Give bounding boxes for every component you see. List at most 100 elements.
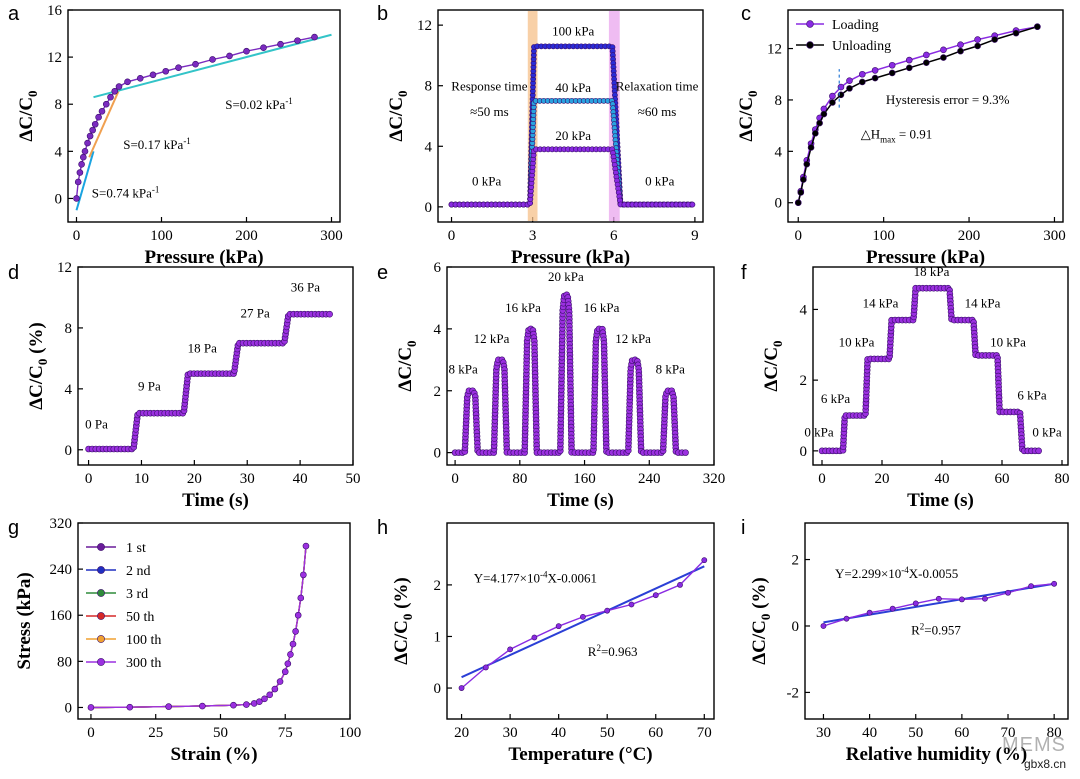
fit-label-tail: X-0.0061 bbox=[548, 570, 597, 585]
hysteresis-point bbox=[957, 47, 964, 55]
data-point bbox=[555, 623, 562, 630]
legend-marker bbox=[97, 543, 105, 551]
x-tick-label: 6 bbox=[610, 228, 618, 244]
y-tick-label: 0 bbox=[55, 191, 63, 207]
stress-curve bbox=[90, 546, 307, 709]
response-label: 40 kPa bbox=[555, 80, 591, 95]
hysteresis-point bbox=[991, 36, 998, 43]
fit-label: R2=0.957 bbox=[911, 621, 961, 637]
data-point bbox=[889, 605, 896, 612]
data-point bbox=[209, 56, 216, 63]
data-point bbox=[81, 148, 89, 155]
y-tick-label: 0 bbox=[800, 444, 808, 460]
data-point bbox=[604, 607, 611, 614]
panel-letter: c bbox=[741, 3, 751, 25]
y-axis-title-rest: (%) bbox=[749, 577, 770, 613]
x-tick-label: 300 bbox=[1043, 228, 1066, 244]
y-tick-label: 0 bbox=[434, 446, 442, 462]
legend-label: 3 rd bbox=[126, 587, 148, 602]
y-axis-title-sub: 0 bbox=[758, 614, 773, 621]
panel-letter: a bbox=[8, 3, 20, 25]
pulse-label: 12 kPa bbox=[474, 331, 510, 346]
data-point bbox=[652, 592, 659, 599]
x-axis-title: Time (s) bbox=[547, 490, 614, 511]
stress-point bbox=[292, 628, 299, 635]
data-point bbox=[701, 557, 708, 564]
x-tick-label: 0 bbox=[818, 471, 826, 487]
y-tick-label: 12 bbox=[47, 50, 62, 66]
plot-frame bbox=[437, 9, 704, 223]
step-label: 0 kPa bbox=[804, 425, 833, 440]
y-tick-label: 160 bbox=[50, 608, 73, 624]
stress-point bbox=[276, 678, 284, 685]
x-tick-label: 100 bbox=[872, 228, 895, 244]
y-axis-title: ΔC/C0 (%) bbox=[26, 322, 50, 410]
stress-point bbox=[230, 701, 237, 709]
fit-label-sup: -4 bbox=[901, 565, 909, 575]
y-tick-label: 12 bbox=[417, 18, 432, 34]
response-label: 0 kPa bbox=[645, 174, 674, 189]
data-line bbox=[823, 583, 1055, 627]
fit-label-tail: =0.963 bbox=[601, 644, 638, 659]
stress-point bbox=[302, 542, 310, 550]
x-tick-label: 40 bbox=[862, 725, 877, 741]
y-tick-label: 2 bbox=[434, 578, 442, 594]
pulse-label: 16 kPa bbox=[505, 300, 541, 315]
x-tick-label: 20 bbox=[454, 725, 469, 741]
x-tick-label: 10 bbox=[134, 471, 149, 487]
response-label: 100 kPa bbox=[552, 24, 594, 39]
hysteresis-label: Hysteresis error = 9.3% bbox=[886, 92, 1010, 107]
data-point bbox=[260, 44, 267, 51]
data-point bbox=[243, 47, 250, 55]
data-point bbox=[958, 596, 965, 603]
panel-letter: b bbox=[377, 3, 388, 25]
y-tick-label: 320 bbox=[50, 516, 73, 532]
pulse-label: 20 kPa bbox=[548, 269, 584, 284]
stress-point bbox=[289, 640, 297, 648]
x-tick-label: 40 bbox=[293, 471, 308, 487]
panel-g: 0 25 50 75 100 0 80 160 240 320 Strain (%) Stress (… bbox=[8, 516, 361, 765]
step-label: 9 Pa bbox=[138, 378, 161, 393]
y-axis-title-rest: (%) bbox=[391, 577, 412, 613]
data-point bbox=[507, 646, 514, 653]
y-tick-label: -2 bbox=[787, 685, 800, 701]
stress-point bbox=[126, 703, 134, 711]
x-tick-label: 200 bbox=[958, 228, 981, 244]
hysteresis-point bbox=[1012, 29, 1020, 37]
hysteresis-point bbox=[974, 36, 981, 43]
hysteresis-label: △Hmax = 0.91 bbox=[861, 126, 932, 144]
hysteresis-point bbox=[871, 74, 879, 82]
y-axis-title: ΔC/C0 (%) bbox=[391, 577, 415, 665]
x-tick-label: 3 bbox=[529, 228, 537, 244]
fit-label: R2=0.963 bbox=[588, 643, 638, 659]
x-tick-label: 0 bbox=[448, 228, 456, 244]
step-point bbox=[326, 310, 333, 318]
x-tick-label: 50 bbox=[600, 725, 615, 741]
x-tick-label: 20 bbox=[187, 471, 202, 487]
fit-label-sup: 2 bbox=[920, 621, 925, 631]
legend-label: 2 nd bbox=[126, 564, 151, 579]
y-axis-title: ΔC/C0 bbox=[16, 90, 40, 141]
panel-c: 0 100 200 300 0 4 8 12 Pressure (kPa) ΔC/C0 c Hyste… bbox=[736, 3, 1066, 268]
sensitivity-label: S=0.74 kPa-1 bbox=[92, 184, 160, 200]
fit-line bbox=[88, 89, 120, 158]
stress-curve bbox=[90, 546, 307, 709]
sensitivity-label: S=0.17 kPa-1 bbox=[123, 136, 191, 152]
fit-line bbox=[75, 151, 95, 211]
panel-i: 30 40 50 60 70 80 -2 0 2 Relative humidity (%) ΔC/… bbox=[741, 517, 1069, 765]
legend-marker bbox=[806, 41, 814, 49]
y-tick-label: 4 bbox=[775, 144, 783, 160]
data-point bbox=[1028, 583, 1034, 590]
data-point bbox=[149, 71, 157, 79]
data-point bbox=[982, 595, 988, 602]
data-point bbox=[866, 609, 873, 616]
hysteresis-point bbox=[888, 69, 896, 77]
hysteresis-line bbox=[797, 25, 1038, 203]
hysteresis-point bbox=[871, 67, 879, 74]
legend-marker bbox=[97, 658, 105, 666]
y-axis-title-sub: 0 bbox=[35, 359, 50, 366]
x-tick-label: 30 bbox=[816, 725, 831, 741]
legend-label: 300 th bbox=[126, 656, 161, 671]
step-point bbox=[1035, 447, 1042, 455]
step-line bbox=[822, 287, 1041, 452]
